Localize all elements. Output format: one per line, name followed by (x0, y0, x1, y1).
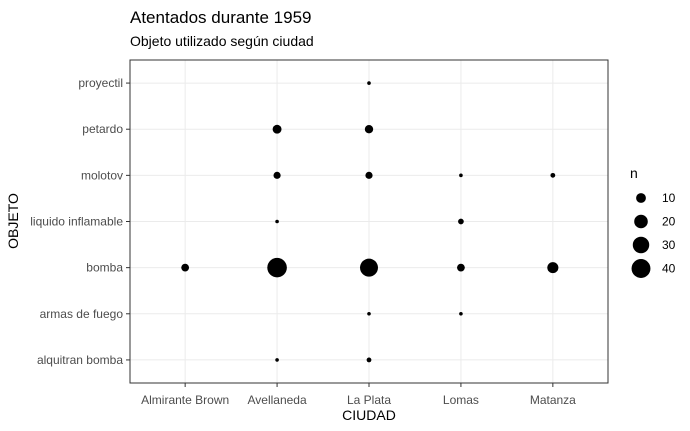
legend-label: 40 (662, 262, 676, 276)
y-tick-label: petardo (82, 122, 123, 136)
chart-title: Atentados durante 1959 (130, 8, 311, 27)
y-tick-label: liquido inflamable (30, 215, 123, 229)
y-axis-ticks: alquitran bomba armas de fuego bomba liquid… (30, 76, 130, 367)
data-point (275, 219, 279, 224)
legend-key (636, 193, 646, 203)
size-legend: n 10 20 30 40 (630, 165, 676, 278)
data-point (273, 171, 281, 179)
data-point (275, 358, 279, 362)
legend-label: 20 (662, 215, 676, 229)
data-point (367, 81, 371, 85)
data-point (366, 357, 372, 363)
y-tick-label: alquitran bomba (37, 353, 123, 367)
data-point (365, 171, 373, 179)
legend-key (631, 259, 651, 278)
y-tick-label: proyectil (78, 76, 123, 90)
plot-panel (129, 59, 609, 384)
data-point (364, 125, 374, 134)
data-point (457, 263, 465, 272)
data-point (267, 257, 287, 278)
data-point (547, 262, 559, 274)
x-tick-label: Lomas (443, 393, 479, 407)
y-tick-label: molotov (81, 168, 123, 182)
y-axis-label: OBJETO (5, 193, 21, 249)
data-point (550, 172, 556, 178)
data-points (181, 81, 559, 363)
legend-label: 10 (662, 191, 676, 205)
data-point (360, 258, 378, 277)
x-tick-label: La Plata (347, 393, 391, 407)
y-tick-label: bomba (86, 261, 123, 275)
x-tick-label: Almirante Brown (141, 393, 229, 407)
data-point (272, 124, 282, 134)
legend-key (632, 236, 650, 254)
x-tick-label: Matanza (530, 393, 576, 407)
data-point (367, 311, 371, 316)
legend-key (634, 214, 648, 229)
data-point (459, 173, 463, 178)
x-axis-label: CIUDAD (342, 407, 396, 423)
data-point (458, 218, 464, 225)
x-axis-ticks: Almirante Brown Avellaneda La Plata Lomas Ma… (141, 383, 576, 407)
y-tick-label: armas de fuego (40, 307, 124, 321)
data-point (181, 263, 190, 272)
chart-subtitle: Objeto utilizado según ciudad (130, 33, 314, 49)
data-point (459, 311, 463, 316)
x-tick-label: Avellaneda (247, 393, 306, 407)
legend-label: 30 (662, 238, 676, 252)
legend-title: n (630, 165, 638, 181)
